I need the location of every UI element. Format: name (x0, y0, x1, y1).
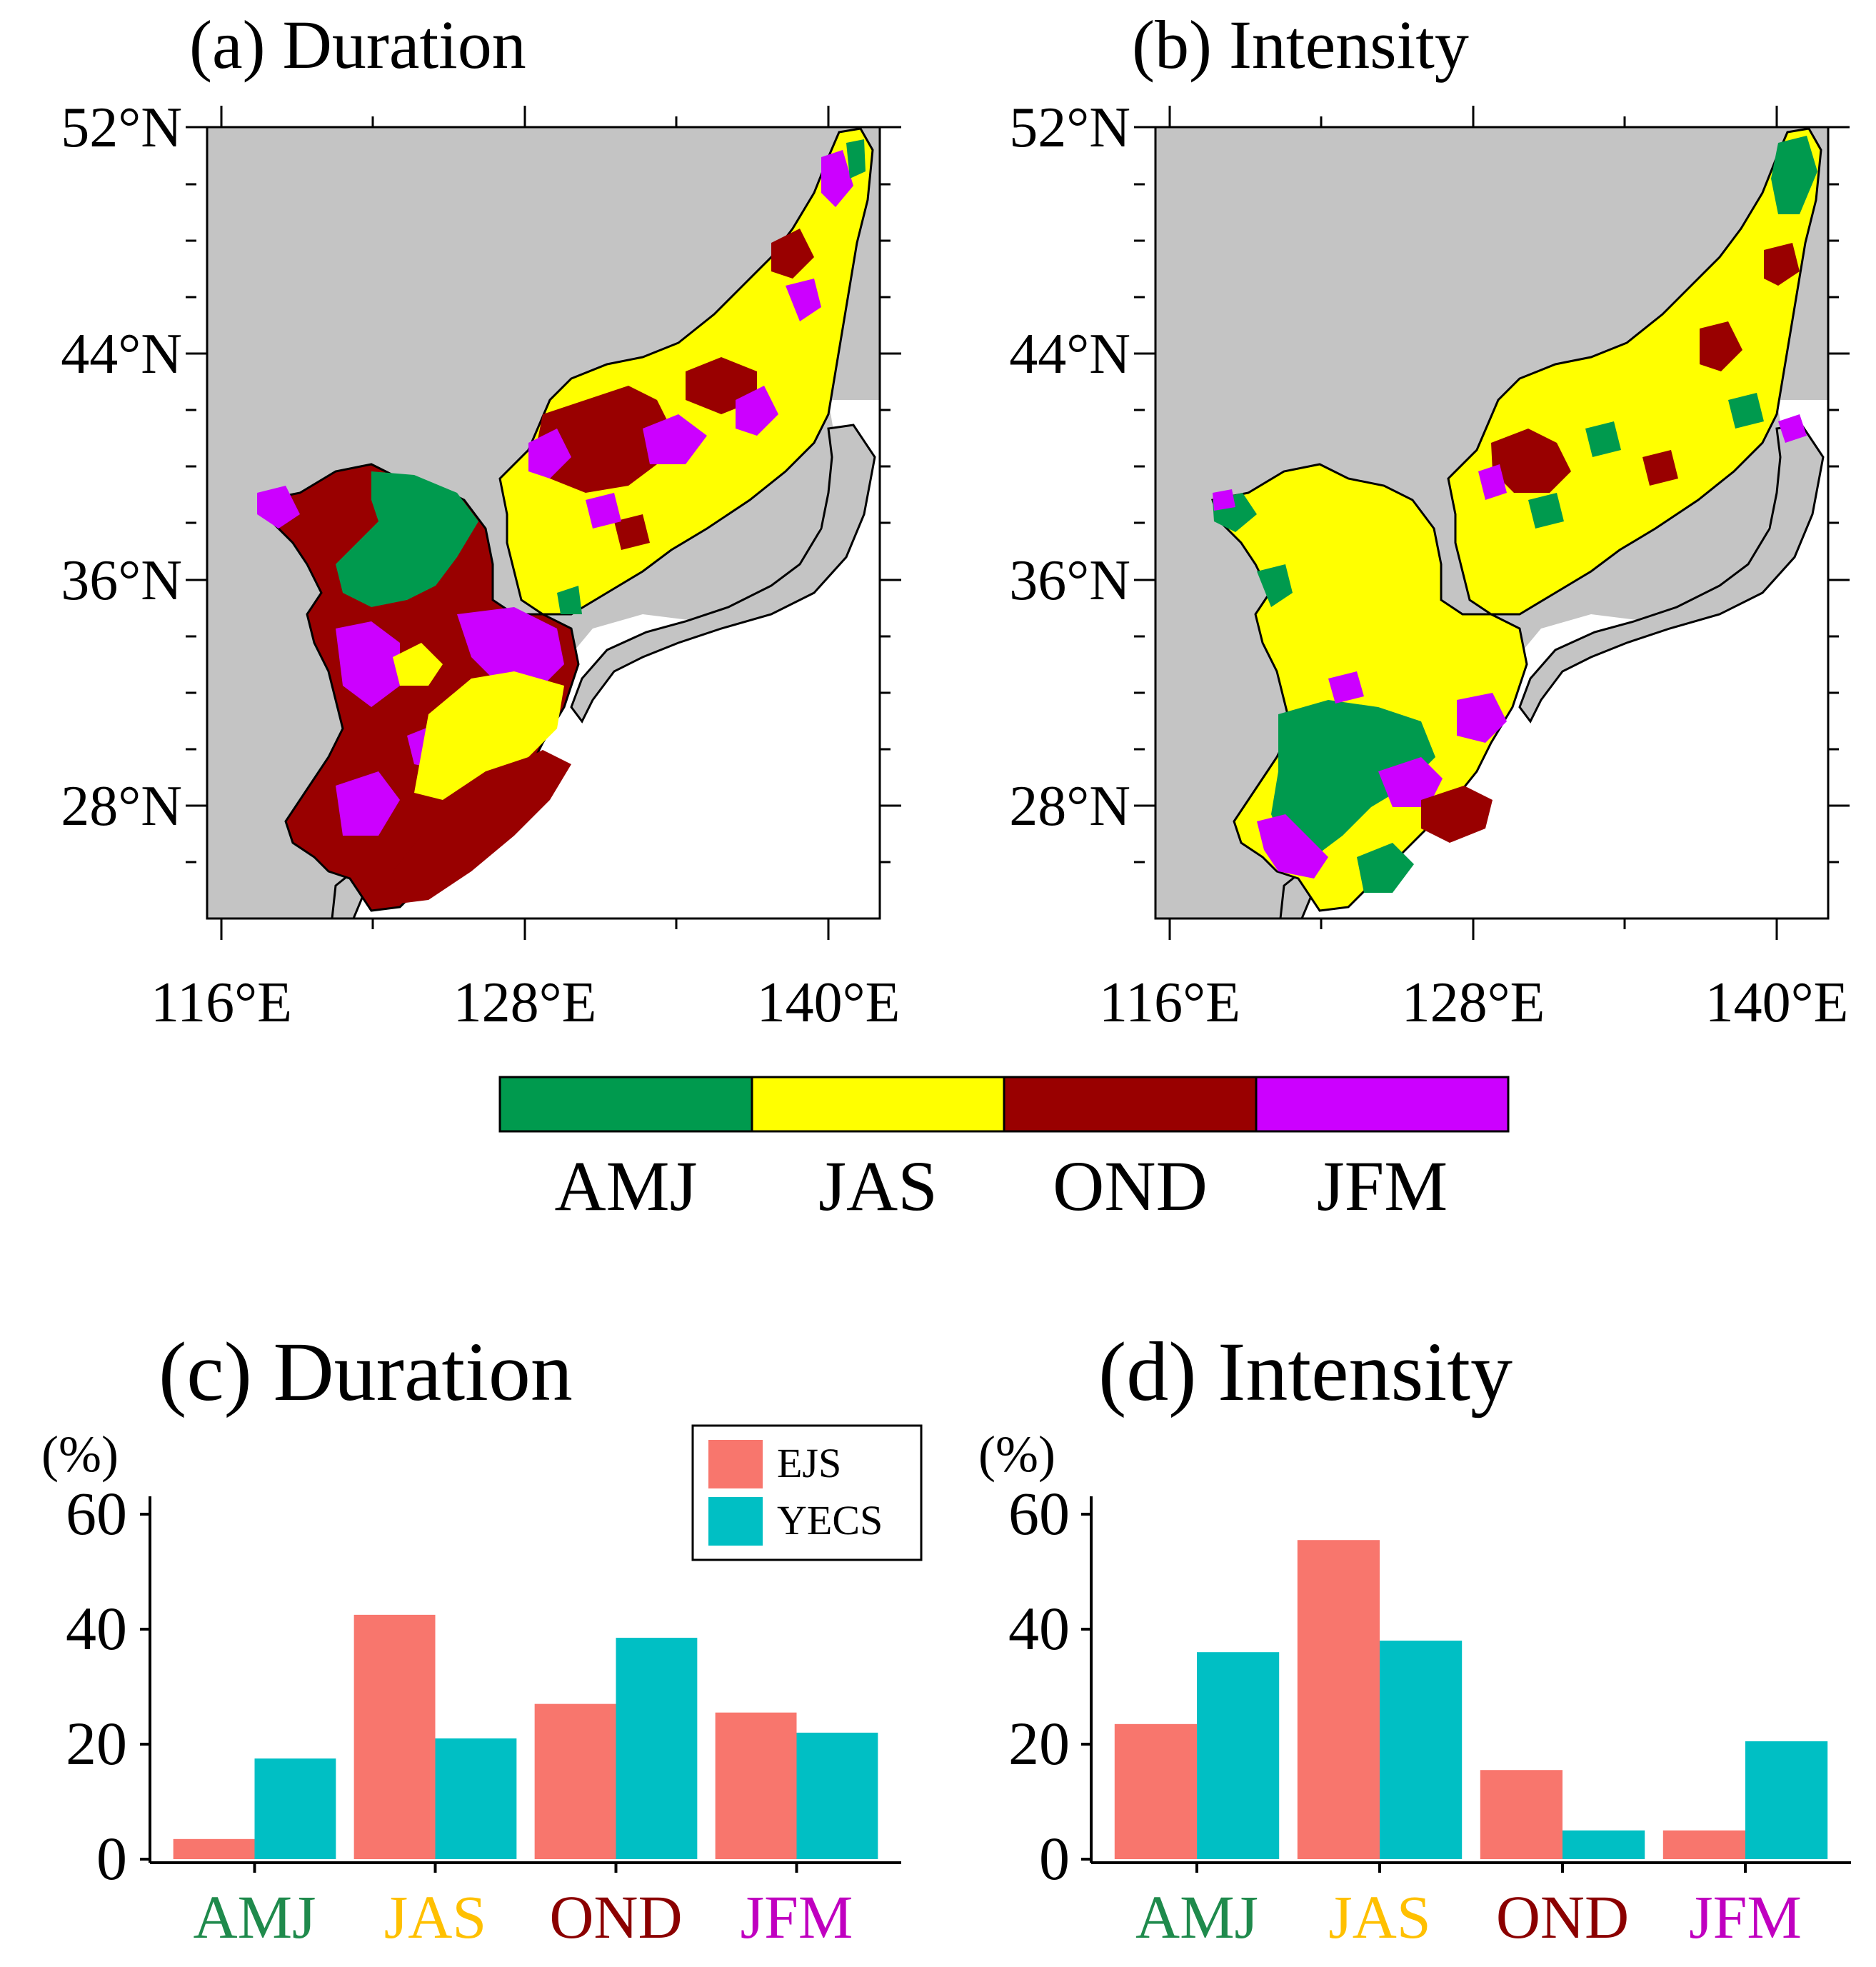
x-tick-label-jas: JAS (1328, 1883, 1430, 1951)
bar-chart-duration: (c) Duration (%) 0 20 40 60 AMJ JAS OND JFM EJS YEC… (41, 1325, 923, 1951)
lon-label-116e: 116°E (1099, 971, 1240, 1034)
legend-swatch-yecs (708, 1497, 763, 1546)
colorbar-label-jas: JAS (818, 1146, 938, 1226)
legend-label-yecs: YECS (777, 1497, 883, 1543)
lon-label-140e: 140°E (1705, 971, 1849, 1034)
map-patch-ejs-jfm (528, 150, 853, 529)
bar-ejs-jas (1297, 1540, 1380, 1859)
bar-ejs-amj (173, 1838, 255, 1859)
bar-yecs-amj (1197, 1652, 1280, 1859)
colorbar-swatch-ond (1003, 1076, 1258, 1133)
map-patch-ond (1421, 786, 1493, 843)
y-tick-label: 60 (1008, 1479, 1070, 1548)
map-panel-intensity: (b) Intensity (1009, 6, 1850, 1034)
colorbar-swatch-jfm (1255, 1076, 1510, 1133)
lon-label-128e: 128°E (453, 971, 597, 1034)
bar-ejs-ond (534, 1703, 616, 1859)
bar-yecs-jfm (1745, 1741, 1828, 1859)
bar-yecs-ond (1563, 1830, 1645, 1859)
legend-label-ejs: EJS (777, 1440, 841, 1486)
colorbar-label-jfm: JFM (1317, 1146, 1448, 1226)
colorbar: AMJ JAS OND JFM (498, 1076, 1510, 1226)
x-tick-label-jfm: JFM (1689, 1883, 1802, 1951)
map-patch-ejs-amj (1528, 136, 1817, 529)
colorbar-label-amj: AMJ (554, 1146, 697, 1226)
bar-yecs-ond (616, 1638, 698, 1859)
x-tick-label-amj: AMJ (193, 1883, 316, 1951)
y-tick-label: 0 (1039, 1824, 1070, 1893)
bar-chart-intensity: (d) Intensity (%) 0 20 40 60 AMJ JAS OND JFM (978, 1325, 1851, 1951)
map-patch-ejs-ond (1491, 243, 1800, 493)
x-tick-label-ond: OND (1496, 1883, 1629, 1951)
bar-yecs-jfm (796, 1732, 878, 1859)
chart-title: (c) Duration (159, 1325, 573, 1418)
bar-yecs-jas (1380, 1641, 1463, 1859)
map-lon-ticks (1168, 106, 1778, 940)
bar-ejs-ond (1480, 1770, 1563, 1859)
map-title: (b) Intensity (1132, 6, 1469, 83)
map-lon-ticks (220, 106, 830, 940)
lon-label-140e: 140°E (757, 971, 901, 1034)
y-axis-unit: (%) (41, 1426, 119, 1483)
colorbar-label-ond: OND (1053, 1146, 1208, 1226)
bar-ejs-jfm (715, 1712, 797, 1859)
lat-label-52n: 52°N (61, 96, 182, 159)
x-tick-label-amj: AMJ (1135, 1883, 1258, 1951)
lat-label-36n: 36°N (1009, 549, 1130, 612)
y-tick-label: 20 (66, 1709, 127, 1778)
map-title: (a) Duration (189, 6, 526, 83)
bar-ejs-jas (353, 1614, 436, 1859)
chart-title: (d) Intensity (1098, 1325, 1513, 1418)
lat-label-36n: 36°N (61, 549, 182, 612)
bar-ejs-amj (1114, 1723, 1197, 1859)
map-patch-ond (393, 750, 571, 904)
lat-label-52n: 52°N (1009, 96, 1130, 159)
legend-swatch-ejs (708, 1440, 763, 1488)
map-patch-jfm (257, 486, 564, 836)
lat-label-44n: 44°N (61, 323, 182, 386)
y-tick-label: 20 (1008, 1709, 1070, 1778)
colorbar-swatch-amj (498, 1076, 753, 1133)
x-tick-label-jfm: JFM (741, 1883, 853, 1951)
x-tick-label-jas: JAS (384, 1883, 486, 1951)
map-patch-amj (1213, 493, 1435, 893)
y-axis-unit: (%) (978, 1426, 1055, 1483)
map-lat-ticks (186, 126, 901, 864)
map-patch-jas (393, 643, 564, 800)
lon-label-116e: 116°E (151, 971, 292, 1034)
lat-label-28n: 28°N (61, 775, 182, 838)
map-panel-duration: (a) Duration (61, 6, 901, 1034)
bar-yecs-amj (254, 1758, 336, 1859)
bar-ejs-jfm (1662, 1830, 1745, 1859)
map-patch-jfm (1213, 489, 1507, 879)
y-tick-label: 60 (66, 1479, 127, 1548)
lon-label-128e: 128°E (1402, 971, 1545, 1034)
map-patch-ejs-ond (536, 229, 814, 550)
map-lat-ticks (1134, 126, 1850, 864)
lat-label-44n: 44°N (1009, 323, 1130, 386)
y-tick-label: 40 (1008, 1594, 1070, 1663)
lat-label-28n: 28°N (1009, 775, 1130, 838)
y-tick-label: 0 (96, 1824, 127, 1893)
x-tick-label-ond: OND (549, 1883, 682, 1951)
map-patch-amj (336, 471, 478, 607)
colorbar-swatch-jas (751, 1076, 1005, 1133)
bar-yecs-jas (435, 1738, 517, 1859)
y-tick-label: 40 (66, 1594, 127, 1663)
